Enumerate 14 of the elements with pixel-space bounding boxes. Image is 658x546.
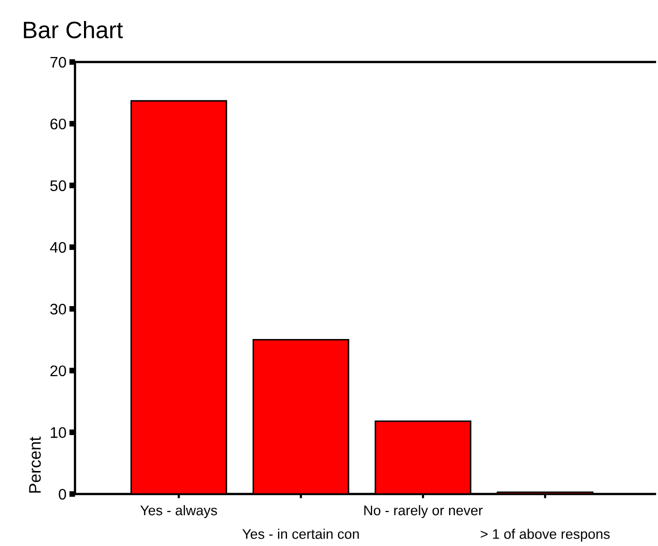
y-tick-label: 60 [50, 118, 66, 130]
y-axis-title: Percent [29, 436, 41, 493]
y-tick-label: 50 [50, 180, 66, 192]
y-tick-label: 70 [50, 56, 66, 68]
y-tick-label: 30 [50, 304, 66, 315]
x-tick-label: Yes - in certain con [242, 528, 359, 539]
x-tick-label: Yes - always [140, 505, 218, 518]
chart-title: Bar Chart [24, 20, 123, 38]
y-tick-label: 20 [50, 365, 66, 376]
y-tick-label: 0 [58, 488, 66, 500]
y-tick-label: 10 [50, 427, 66, 438]
y-tick-label: 40 [50, 242, 66, 253]
x-tick-label: > 1 of above respons [480, 528, 610, 542]
x-tick-label: No - rarely or never [364, 505, 483, 518]
